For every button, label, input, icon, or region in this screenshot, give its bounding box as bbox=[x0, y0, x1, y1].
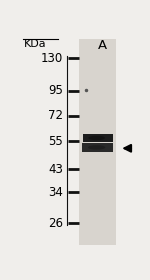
Text: 55: 55 bbox=[48, 135, 63, 148]
Ellipse shape bbox=[88, 145, 105, 150]
Text: 130: 130 bbox=[41, 52, 63, 65]
Text: 34: 34 bbox=[48, 186, 63, 199]
Bar bbox=[82, 143, 114, 151]
Text: 72: 72 bbox=[48, 109, 63, 122]
Bar bbox=[79, 39, 116, 245]
Text: 95: 95 bbox=[48, 84, 63, 97]
Text: KDa: KDa bbox=[23, 39, 46, 49]
Text: 43: 43 bbox=[48, 163, 63, 176]
Text: 26: 26 bbox=[48, 217, 63, 230]
Ellipse shape bbox=[88, 136, 105, 140]
Text: A: A bbox=[98, 39, 107, 52]
Bar bbox=[83, 134, 113, 142]
